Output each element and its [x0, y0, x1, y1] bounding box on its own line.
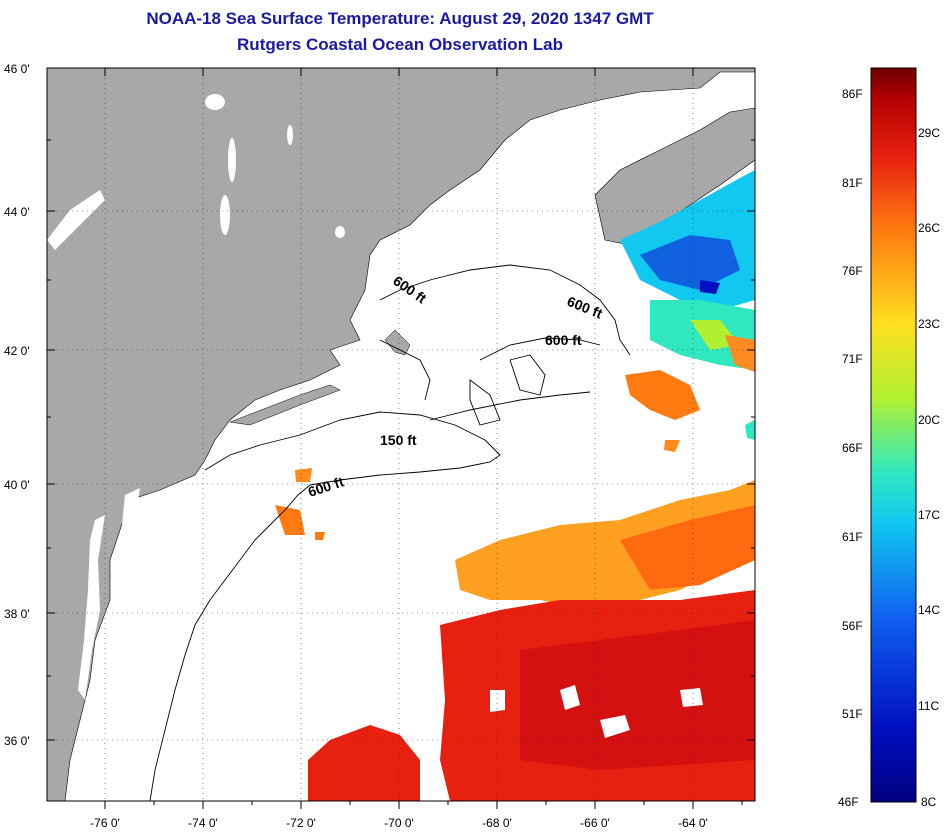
lat-tick-label: 46 0': [4, 62, 30, 76]
lon-tick-label: -64 0': [678, 816, 708, 830]
sst-cold-region: [620, 170, 755, 372]
colorbar-c-label: 14C: [918, 603, 940, 617]
lake: [220, 195, 230, 235]
colorbar-f-label: 71F: [842, 352, 863, 366]
lon-tick-label: -74 0': [188, 816, 218, 830]
lon-tick-label: -70 0': [384, 816, 414, 830]
lat-tick-label: 36 0': [4, 734, 30, 748]
colorbar-c-label: 29C: [918, 126, 940, 140]
graticule: [47, 68, 755, 801]
colorbar-f-label: 61F: [842, 530, 863, 544]
sst-gulf-stream: [308, 480, 755, 801]
colorbar-f-label: 76F: [842, 264, 863, 278]
colorbar-f-label: 56F: [842, 619, 863, 633]
lon-tick-label: -72 0': [286, 816, 316, 830]
contour-150ft: [204, 411, 501, 486]
lake: [205, 94, 225, 110]
colorbar-c-label: 8C: [921, 795, 937, 809]
contour-label: 600 ft: [545, 332, 582, 348]
temperature-colorbar: [870, 67, 917, 803]
lat-tick-label: 40 0': [4, 478, 30, 492]
contour-600ft-shelf: [149, 484, 311, 801]
lake: [335, 226, 345, 238]
long-island: [229, 384, 341, 426]
colorbar-c-label: 23C: [918, 317, 940, 331]
lake: [287, 125, 293, 145]
map-subtitle: Rutgers Coastal Ocean Observation Lab: [237, 35, 563, 54]
delaware-bay: [122, 488, 140, 525]
us-landmass: [47, 68, 755, 801]
lat-tick-label: 42 0': [4, 344, 30, 358]
chesapeake-bay: [78, 515, 105, 700]
map-title: NOAA-18 Sea Surface Temperature: August …: [146, 9, 654, 28]
colorbar-f-label: 81F: [842, 176, 863, 190]
contour-shelf-edge: [429, 391, 591, 421]
lon-tick-label: -66 0': [580, 816, 610, 830]
lon-tick-label: -68 0': [482, 816, 512, 830]
colorbar-c-label: 20C: [918, 413, 940, 427]
colorbar-c-label: 11C: [918, 699, 939, 713]
lat-tick-label: 38 0': [4, 607, 30, 621]
lat-tick-label: 44 0': [4, 205, 30, 219]
colorbar-c-label: 26C: [918, 221, 940, 235]
contour-600ft-georges: [479, 337, 601, 361]
map-area[interactable]: 600 ft 600 ft 600 ft 150 ft 600 ft: [47, 68, 755, 801]
colorbar-f-label: 86F: [842, 87, 863, 101]
contour-600ft-gom: [379, 264, 631, 356]
colorbar-f-label: 66F: [842, 441, 863, 455]
colorbar-f-label: 46F: [838, 795, 859, 809]
bathymetry-contours: [149, 264, 631, 801]
contour-label: 150 ft: [380, 432, 417, 448]
colorbar-f-label: 51F: [842, 707, 863, 721]
colorbar-c-label: 17C: [918, 508, 940, 522]
lake: [228, 138, 236, 182]
lon-tick-label: -76 0': [90, 816, 120, 830]
lake-ontario: [47, 190, 105, 250]
axis-ticks: [47, 68, 755, 809]
map-frame: [46, 67, 756, 802]
